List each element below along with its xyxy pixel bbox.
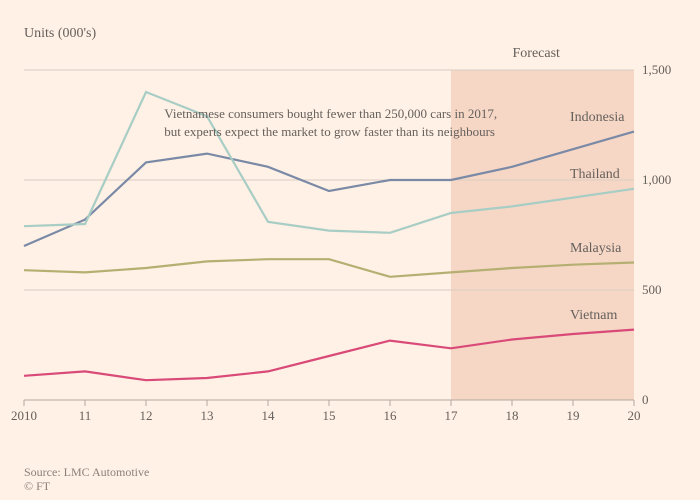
series-label-malaysia: Malaysia	[570, 241, 621, 257]
annotation-text: Vietnamese consumers bought fewer than 2…	[164, 105, 497, 140]
x-tick-label: 2010	[11, 408, 37, 424]
x-tick-label: 19	[567, 408, 580, 424]
x-tick-label: 16	[384, 408, 397, 424]
chart-container: Units (000's) Forecast Vietnamese consum…	[0, 0, 700, 500]
y-tick-label: 0	[642, 392, 649, 408]
annotation-line: but experts expect the market to grow fa…	[164, 123, 497, 141]
y-axis-title: Units (000's)	[24, 26, 96, 42]
y-tick-label: 1,000	[642, 172, 671, 188]
y-tick-label: 500	[642, 282, 662, 298]
x-tick-label: 20	[628, 408, 641, 424]
annotation-line: Vietnamese consumers bought fewer than 2…	[164, 105, 497, 123]
x-tick-label: 17	[445, 408, 458, 424]
source-text: Source: LMC Automotive	[24, 465, 149, 480]
forecast-label: Forecast	[513, 46, 560, 62]
x-tick-label: 11	[79, 408, 92, 424]
x-tick-label: 14	[262, 408, 275, 424]
x-tick-label: 15	[323, 408, 336, 424]
series-label-thailand: Thailand	[570, 167, 620, 183]
series-label-vietnam: Vietnam	[570, 308, 617, 324]
y-tick-label: 1,500	[642, 62, 671, 78]
x-tick-label: 12	[140, 408, 153, 424]
series-label-indonesia: Indonesia	[570, 110, 624, 126]
copyright-text: © FT	[24, 479, 50, 494]
chart-area: Forecast Vietnamese consumers bought few…	[24, 70, 634, 430]
x-tick-label: 18	[506, 408, 519, 424]
x-tick-label: 13	[201, 408, 214, 424]
